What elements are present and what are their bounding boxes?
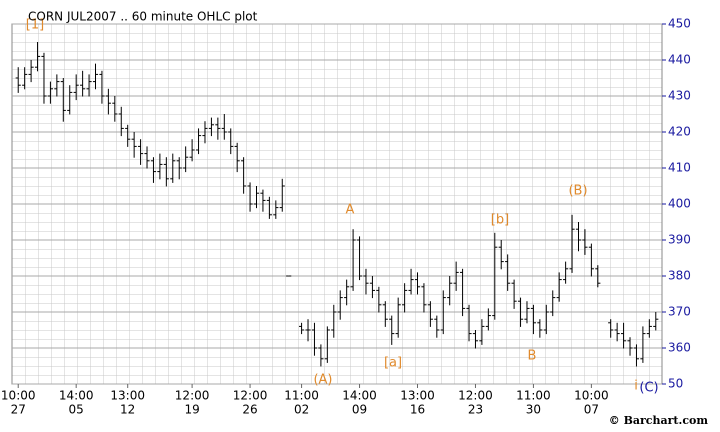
annotation: [a]	[384, 356, 402, 371]
x-date-label: 23	[468, 403, 483, 417]
x-tick-label: 10:00	[574, 389, 609, 403]
annotation: (A)	[313, 373, 332, 388]
x-tick-label: 11:00	[284, 389, 319, 403]
x-date-label: 26	[242, 403, 257, 417]
annotation: A	[346, 203, 355, 218]
y-tick-label: 380	[668, 269, 691, 283]
x-date-label: 02	[294, 403, 309, 417]
x-date-label: 16	[410, 403, 425, 417]
chart-title: CORN JUL2007 .. 60 minute OHLC plot	[28, 10, 258, 24]
annotation: i	[634, 379, 638, 394]
x-tick-label: 12:00	[175, 389, 210, 403]
y-tick-label: 420	[668, 125, 691, 139]
x-date-label: 09	[352, 403, 367, 417]
x-tick-label: 13:00	[400, 389, 435, 403]
x-date-label: 19	[184, 403, 199, 417]
x-date-label: 30	[526, 403, 541, 417]
x-tick-label: 14:00	[59, 389, 94, 403]
x-date-label: 12	[120, 403, 135, 417]
annotation: (C)	[639, 381, 658, 396]
annotation: [b]	[491, 213, 509, 228]
x-tick-label: 12:00	[458, 389, 493, 403]
annotation: [1]	[26, 18, 44, 33]
y-tick-label: 50	[668, 377, 683, 391]
y-tick-label: 440	[668, 53, 691, 67]
y-tick-label: 450	[668, 17, 691, 31]
x-tick-label: 14:00	[342, 389, 377, 403]
y-tick-label: 410	[668, 161, 691, 175]
y-tick-label: 400	[668, 197, 691, 211]
x-date-label: 27	[11, 403, 26, 417]
x-tick-label: 11:00	[516, 389, 551, 403]
x-date-label: 05	[69, 403, 84, 417]
annotation: B	[528, 349, 537, 364]
x-date-label: 07	[584, 403, 599, 417]
y-tick-label: 370	[668, 305, 691, 319]
annotation: (B)	[568, 184, 587, 199]
x-tick-label: 12:00	[233, 389, 268, 403]
x-tick-label: 10:00	[1, 389, 36, 403]
credit: © Barchart.com	[609, 414, 709, 427]
y-tick-label: 390	[668, 233, 691, 247]
x-tick-label: 13:00	[110, 389, 145, 403]
y-tick-label: 430	[668, 89, 691, 103]
y-tick-label: 360	[668, 341, 691, 355]
